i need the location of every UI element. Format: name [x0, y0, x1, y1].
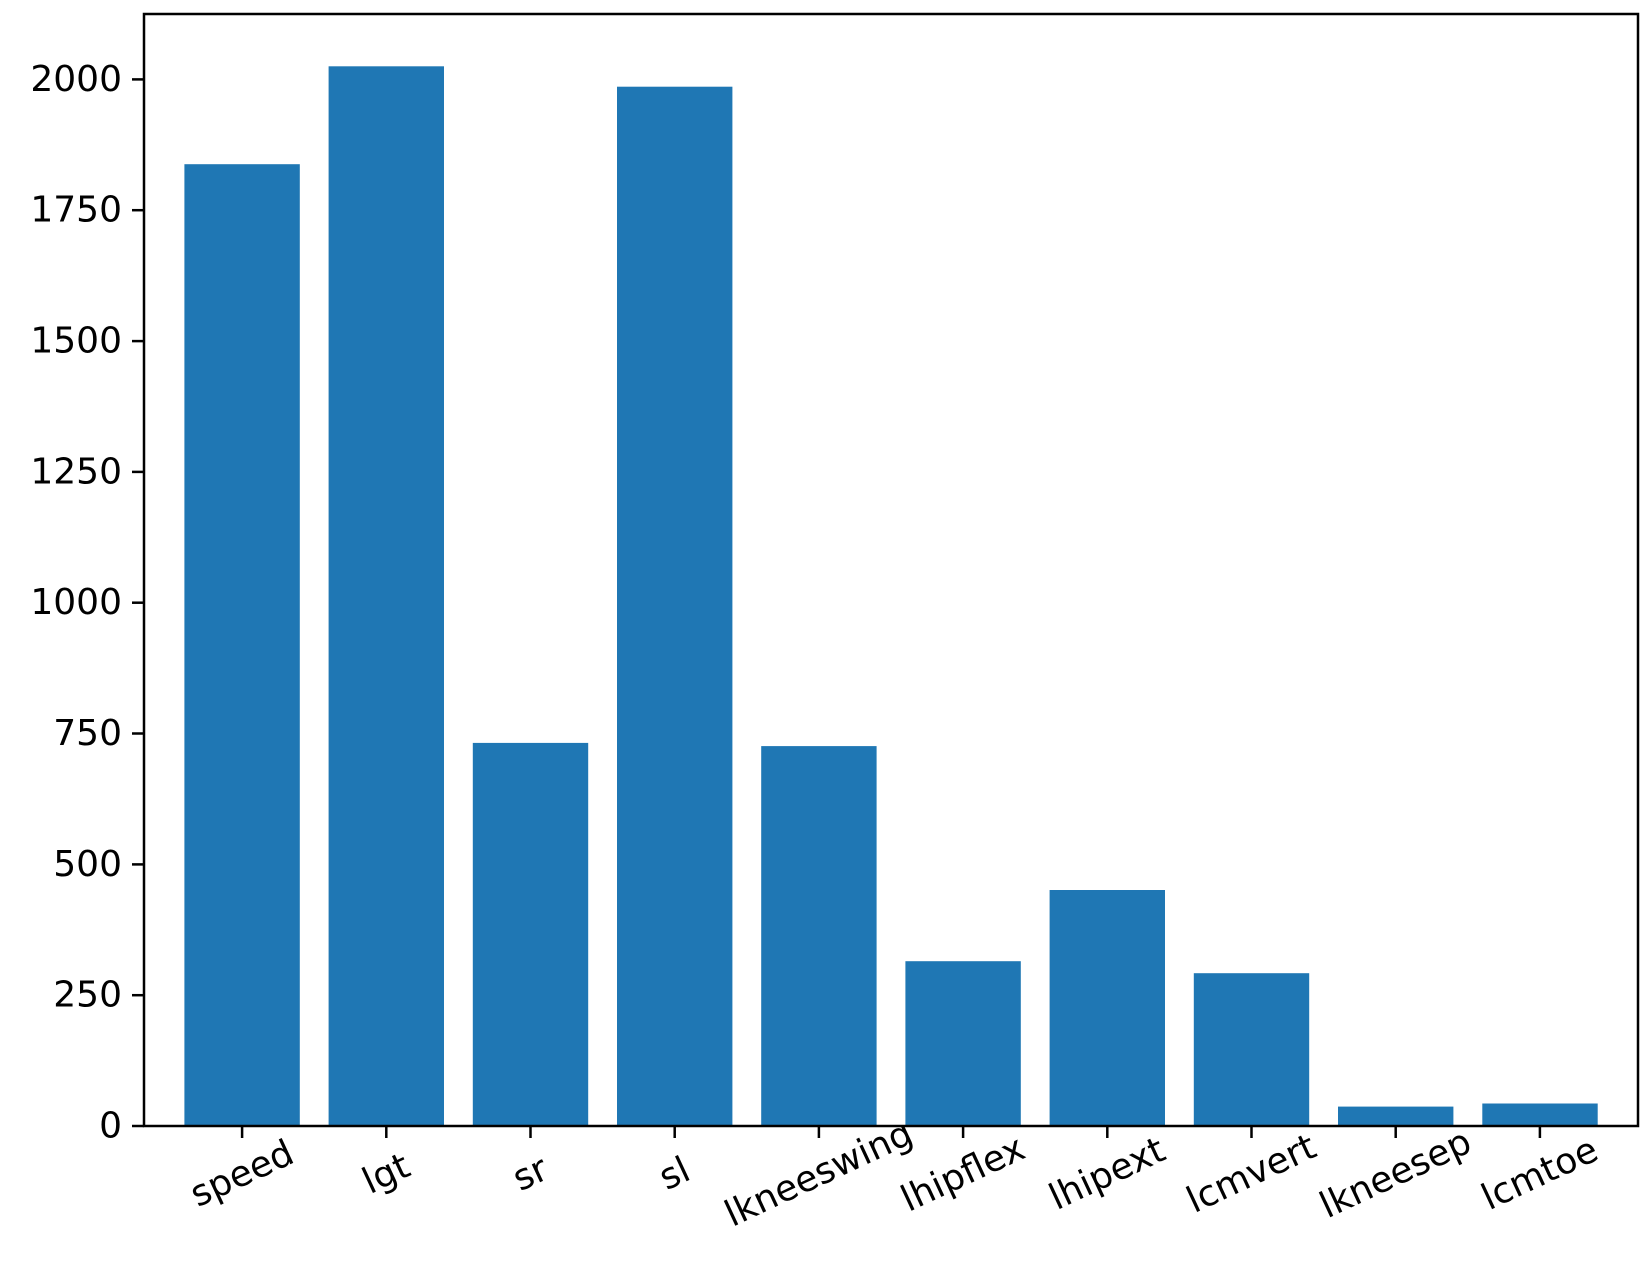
- y-tick-label: 0: [99, 1106, 122, 1147]
- bar-speed: [184, 164, 300, 1126]
- x-tick-label: lhipext: [1043, 1130, 1171, 1219]
- y-axis: 0 250 500 750 1000 1250 1500 1750 2000: [30, 59, 144, 1147]
- x-tick-label: sr: [507, 1148, 555, 1199]
- bar-lhipflex: [905, 961, 1021, 1126]
- x-tick-label: lgt: [356, 1145, 416, 1202]
- x-tick-label: lcmvert: [1181, 1126, 1323, 1221]
- bar-lcmtoe: [1482, 1103, 1598, 1126]
- bar-sr: [472, 742, 589, 1126]
- bar-lkneesep: [1338, 1106, 1454, 1126]
- bar-lhipext: [1049, 890, 1165, 1126]
- bar-lkneeswing: [761, 746, 877, 1126]
- x-tick-label: sl: [653, 1149, 696, 1198]
- bar-lcmvert: [1193, 973, 1310, 1126]
- y-tick-label: 1500: [30, 321, 122, 362]
- y-tick-label: 1250: [30, 451, 122, 492]
- x-tick-label: lhipflex: [895, 1128, 1031, 1221]
- y-tick-label: 1750: [30, 190, 122, 231]
- y-tick-label: 500: [53, 844, 122, 885]
- y-tick-label: 750: [53, 713, 122, 754]
- bar-sl: [617, 86, 733, 1127]
- bar-lgt: [328, 66, 444, 1126]
- x-tick-label: lcmtoe: [1475, 1129, 1604, 1218]
- y-tick-label: 2000: [30, 59, 122, 100]
- x-tick-label: speed: [184, 1132, 300, 1215]
- y-tick-label: 1000: [30, 582, 122, 623]
- bars-group: [184, 66, 1598, 1127]
- plot-frame: [142, 12, 1640, 1128]
- y-tick-label: 250: [53, 975, 122, 1016]
